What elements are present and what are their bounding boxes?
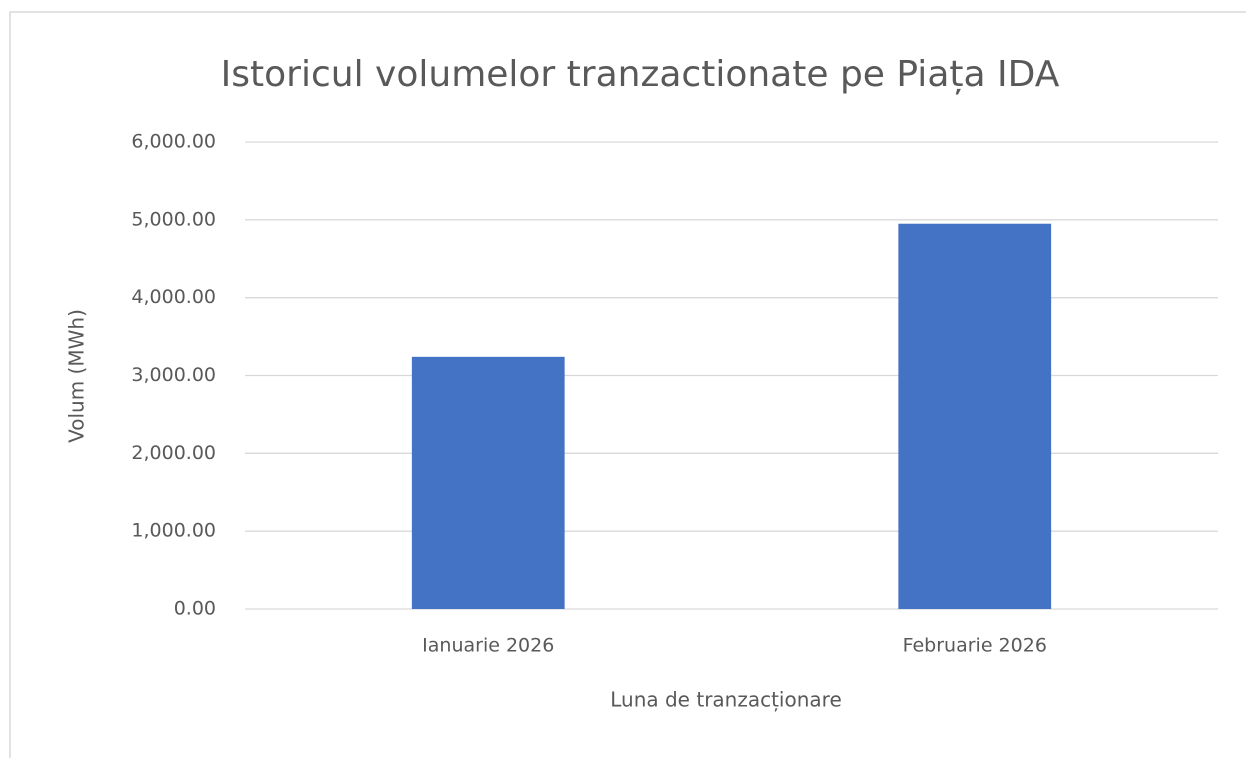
bar	[411, 356, 565, 609]
y-tick-label: 1,000.00	[131, 520, 216, 542]
x-axis-label: Luna de tranzacționare	[610, 688, 842, 712]
x-tick-label: Ianuarie 2026	[422, 635, 554, 657]
x-tick-label: Februarie 2026	[903, 635, 1047, 657]
y-axis-label: Volum (MWh)	[65, 309, 89, 443]
y-tick-label: 6,000.00	[131, 131, 216, 153]
y-tick-label: 3,000.00	[131, 364, 216, 386]
bar	[898, 223, 1052, 609]
y-tick-label: 0.00	[174, 598, 216, 620]
y-tick-label: 4,000.00	[131, 286, 216, 308]
chart-title: Istoricul volumelor tranzactionate pe Pi…	[221, 54, 1060, 95]
y-tick-label: 2,000.00	[131, 442, 216, 464]
y-tick-label: 5,000.00	[131, 208, 216, 230]
